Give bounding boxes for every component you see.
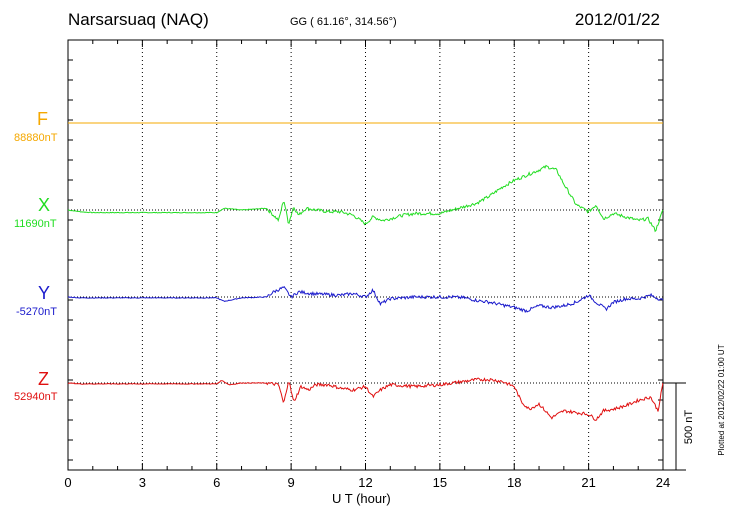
x-tick-label: 18	[507, 475, 521, 490]
station-title: Narsarsuaq (NAQ)	[68, 10, 209, 29]
x-axis-label: U T (hour)	[332, 491, 391, 506]
component-baseline-z: 52940nT	[14, 391, 58, 403]
component-letter-f: F	[37, 109, 48, 129]
grid	[68, 40, 663, 470]
scale-bar-label: 500 nT	[683, 410, 695, 445]
series-line-x	[67, 164, 664, 233]
geo-coordinates: GG ( 61.16°, 314.56°)	[290, 16, 397, 28]
component-letter-z: Z	[38, 369, 49, 389]
component-letter-x: X	[38, 195, 51, 215]
scale-bar: 500 nT	[663, 382, 695, 471]
component-letter-y: Y	[38, 283, 51, 303]
x-tick-label: 3	[139, 475, 146, 490]
series-line-y	[67, 285, 664, 314]
plot-date: 2012/01/22	[574, 10, 660, 29]
x-tick-label: 21	[581, 475, 595, 490]
series-lines	[67, 122, 664, 421]
series-line-z	[67, 377, 664, 421]
x-tick-label: 9	[288, 475, 295, 490]
component-baseline-y: -5270nT	[16, 306, 57, 318]
component-baseline-f: 88880nT	[14, 132, 58, 144]
x-tick-label: 15	[433, 475, 447, 490]
x-axis-ticks: 0 3 6 9 12 15 18 21 24	[64, 40, 670, 490]
x-tick-label: 12	[358, 475, 372, 490]
x-tick-label: 24	[656, 475, 670, 490]
plotted-at-note: Plotted at 2012/02/22 01:00 UT	[717, 344, 726, 455]
x-tick-label: 0	[64, 475, 71, 490]
x-tick-label: 6	[213, 475, 220, 490]
component-baseline-x: 11690nT	[14, 218, 57, 230]
